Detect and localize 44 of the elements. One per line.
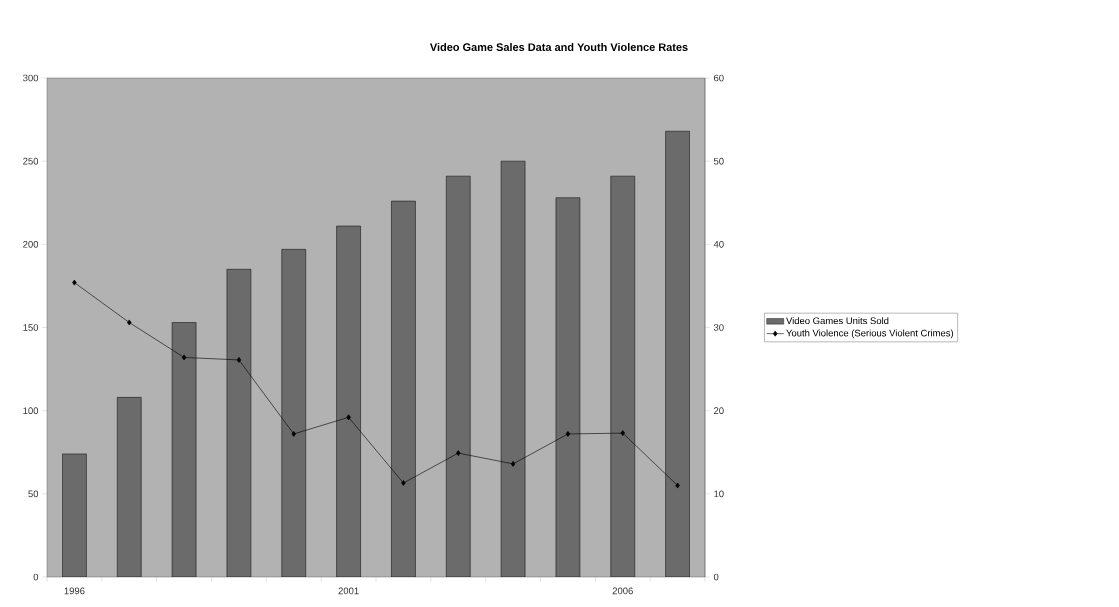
point: [181, 354, 187, 361]
chart-title: Video Game Sales Data and Youth Violence Rates: [429, 42, 688, 52]
bar: [336, 225, 361, 577]
bar: [62, 453, 87, 577]
y-tick-label: 50: [28, 490, 39, 498]
y-tick-label: 300: [23, 74, 39, 82]
y2-tick-label: 60: [714, 74, 724, 82]
y2-tick-label: 20: [714, 407, 724, 415]
point: [401, 480, 406, 486]
x-tick-label: 1996: [64, 587, 85, 595]
bar: [226, 269, 252, 577]
legend-label: Youth Violence (Serious Violent Crimes): [786, 329, 954, 339]
y-tick-label: 250: [23, 157, 39, 165]
bar: [665, 130, 690, 577]
x-tick-label: 2001: [338, 587, 359, 595]
point: [510, 461, 516, 467]
y-tick-label: 200: [23, 240, 39, 248]
bar: [610, 175, 636, 577]
point: [620, 430, 625, 437]
bar: [446, 175, 471, 577]
y2-tick-label: 0: [713, 573, 719, 581]
point: [236, 357, 242, 363]
point: [127, 319, 132, 326]
point: [72, 279, 77, 286]
bar: [500, 160, 526, 577]
y2-tick-label: 10: [714, 490, 724, 498]
legend-label: Video Games Units Sold: [786, 317, 889, 325]
point: [565, 431, 571, 437]
y2-tick-label: 40: [713, 240, 724, 248]
y2-tick-label: 30: [713, 324, 724, 331]
bar: [171, 322, 197, 577]
point: [291, 431, 296, 437]
y-tick-label: 100: [23, 407, 39, 415]
y-tick-label: 150: [23, 324, 39, 331]
point: [456, 450, 461, 456]
bar: [281, 249, 306, 577]
point: [346, 414, 351, 421]
bar: [391, 200, 416, 577]
y2-tick-label: 50: [713, 157, 724, 165]
point: [675, 482, 680, 489]
bar: [555, 197, 581, 577]
x-tick-label: 2006: [612, 587, 633, 595]
bar: [117, 397, 142, 577]
y-tick-label: 0: [33, 573, 39, 581]
